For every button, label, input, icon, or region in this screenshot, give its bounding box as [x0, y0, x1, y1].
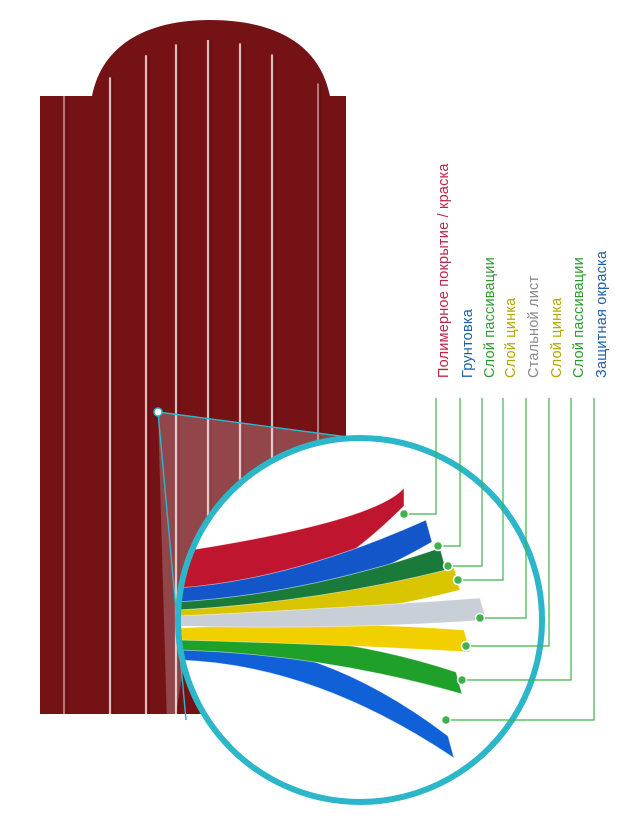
- leader-dot: [442, 560, 454, 572]
- leader-line: [458, 398, 504, 581]
- leader-line: [462, 398, 572, 681]
- leader-dot: [456, 674, 468, 686]
- layer-label-column: Слой пассивации: [561, 86, 587, 386]
- leader-dot: [460, 640, 472, 652]
- leader-line: [466, 398, 550, 647]
- magnifier-wedge: [158, 412, 360, 760]
- leader-dot: [452, 574, 464, 586]
- layer-label-column: Слой пассивации: [472, 86, 498, 386]
- magnifier-line-left: [157, 411, 187, 721]
- layer-label-column: Слой цинка: [539, 86, 565, 386]
- layer-label-column: Стальной лист: [516, 86, 542, 386]
- leader-dot: [398, 508, 410, 520]
- leader-dot: [440, 714, 452, 726]
- leader-line: [438, 398, 461, 547]
- layer-label-column: Грунтовка: [450, 86, 476, 386]
- magnifier-anchor: [153, 407, 163, 417]
- leader-line: [404, 398, 437, 515]
- leader-line: [480, 398, 527, 619]
- magnifier-ring: [175, 435, 545, 805]
- leader-dot: [432, 540, 444, 552]
- leader-line: [448, 398, 483, 567]
- magnifier: [175, 435, 545, 805]
- layer-label-column: Защитная окраска: [584, 86, 610, 386]
- layer-sheet: [178, 597, 487, 628]
- leader-line: [446, 398, 595, 721]
- leader-lines: [398, 398, 595, 726]
- layer-label-column: Слой цинка: [493, 86, 519, 386]
- layer-fan: [178, 486, 487, 759]
- layer-label: Защитная окраска: [594, 250, 610, 378]
- leader-dot: [474, 612, 486, 624]
- layer-label-column: Полимерное покрытие / краска: [426, 86, 452, 386]
- magnifier-line-top: [157, 411, 371, 441]
